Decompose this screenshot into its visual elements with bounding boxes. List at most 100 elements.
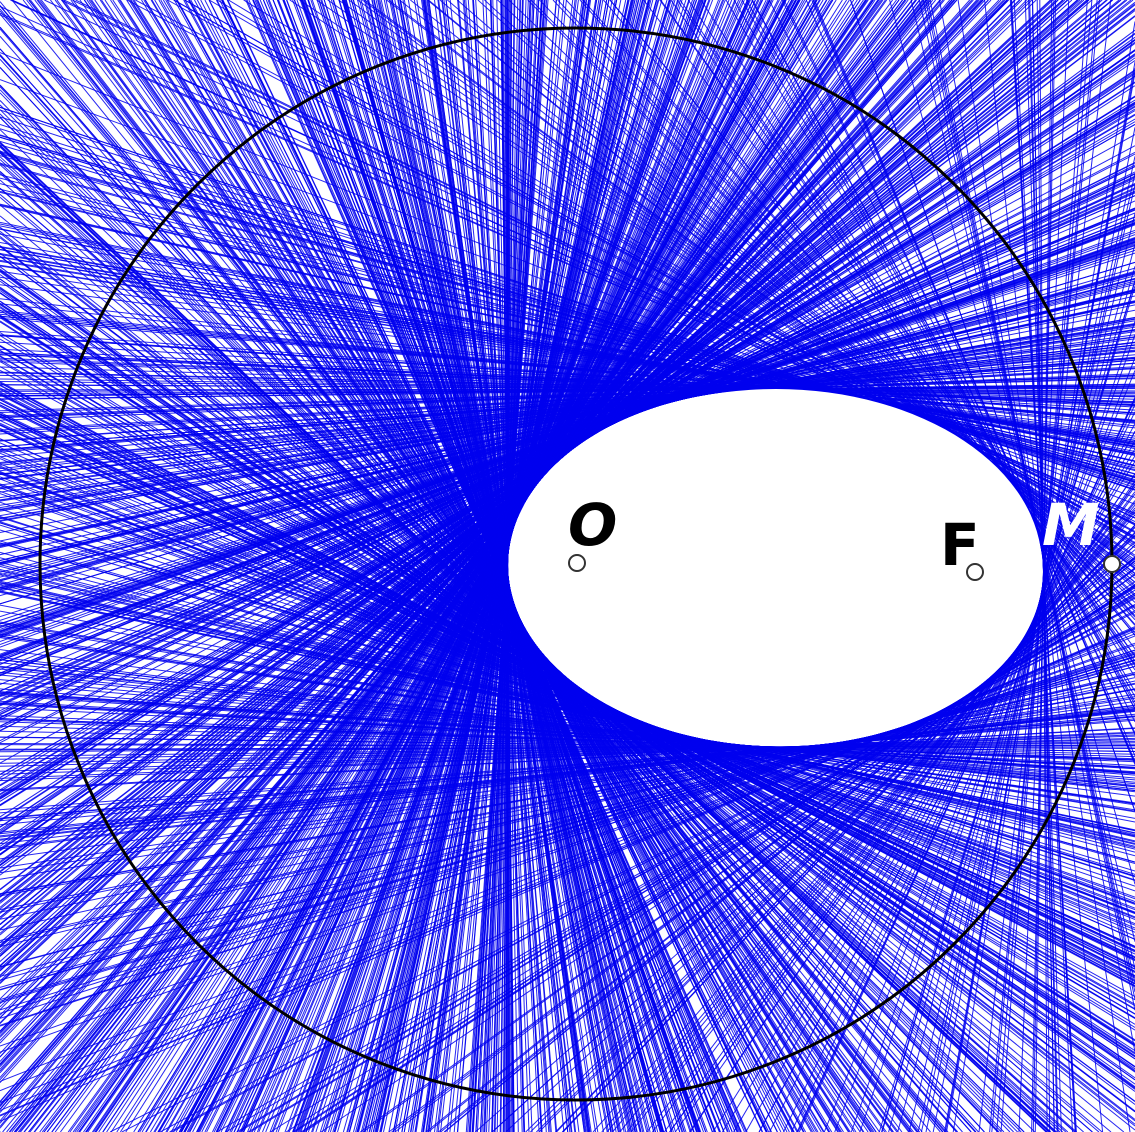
bisector-line	[0, 54, 977, 1132]
bisector-line	[0, 272, 1135, 590]
bisector-line	[362, 573, 1135, 1132]
bisector-line	[0, 104, 1135, 797]
bisector-line	[0, 710, 1135, 835]
bisector-line	[0, 663, 1135, 977]
bisector-line	[0, 109, 1135, 490]
bisector-line	[0, 665, 1135, 788]
bisector-line	[0, 529, 1135, 872]
bisector-line	[385, 0, 625, 1132]
bisector-line	[196, 0, 787, 1132]
bisector-line	[0, 307, 1135, 1054]
bisector-line	[0, 357, 1135, 451]
bisector-line	[327, 0, 1135, 563]
bisector-line	[0, 385, 1135, 397]
bisector-line	[0, 388, 1135, 391]
bisector-line	[0, 35, 963, 1132]
bisector-line	[0, 177, 1135, 714]
bisector-line	[0, 238, 1135, 636]
bisector-line	[944, 67, 1135, 1132]
bisector-line	[0, 572, 1135, 843]
bisector-line	[0, 381, 1135, 988]
bisector-line	[0, 298, 1135, 429]
bisector-line	[0, 693, 1135, 773]
bisector-line	[0, 630, 1135, 1104]
bisector-line	[0, 234, 1135, 642]
bisector-line	[609, 0, 1135, 636]
bisector-line	[0, 366, 1135, 400]
bisector-line	[0, 216, 1135, 665]
bisector-line	[0, 265, 1135, 441]
point-f-marker[interactable]	[966, 563, 984, 581]
bisector-line	[0, 220, 1135, 660]
bisector-line	[133, 0, 837, 1132]
bisector-line	[0, 371, 1135, 398]
bisector-line	[0, 716, 1135, 820]
bisector-line	[0, 696, 1135, 874]
bisector-line	[474, 549, 1135, 1132]
bisector-line	[0, 662, 1135, 790]
bisector-line	[0, 300, 1135, 547]
bisector-line	[225, 596, 1135, 1132]
bisector-line	[0, 28, 959, 1132]
bisector-line	[0, 737, 1135, 767]
bisector-line	[823, 370, 1135, 1132]
bisector-line	[0, 284, 1135, 434]
bisector-line	[63, 0, 893, 1132]
bisector-line	[925, 156, 1135, 1132]
bisector-line	[353, 0, 655, 1132]
point-o-marker[interactable]	[568, 554, 586, 572]
bisector-line	[745, 440, 1135, 1132]
bisector-line	[39, 0, 909, 1132]
bisector-line	[0, 259, 1135, 443]
bisector-line	[166, 0, 812, 1132]
bisector-line	[28, 0, 917, 1132]
bisector-line	[0, 700, 1135, 770]
bisector-line	[1000, 0, 1088, 1132]
bisector-line	[700, 0, 1135, 678]
point-f-label: F	[940, 511, 980, 579]
bisector-line	[0, 378, 1135, 395]
point-m-label: M	[1042, 491, 1100, 559]
bisector-line	[0, 621, 1135, 813]
bisector-line	[805, 0, 1135, 757]
bisector-line	[426, 0, 587, 1132]
bisector-line	[477, 0, 1135, 595]
bisector-line	[118, 0, 850, 1132]
bisector-line	[0, 323, 1135, 512]
bisector-line	[0, 697, 1135, 869]
point-m-marker[interactable]	[1103, 555, 1121, 573]
bisector-line	[0, 412, 1135, 962]
bisector-line	[538, 532, 1135, 1132]
bisector-line	[689, 473, 1135, 1132]
bisector-line	[110, 0, 855, 1132]
bisector-line	[908, 213, 1135, 1132]
bisector-line	[0, 249, 1135, 621]
bisector-line	[230, 0, 759, 1132]
bisector-line	[228, 0, 1135, 546]
bisector-line	[133, 0, 839, 1132]
bisector-line	[0, 0, 1064, 971]
bisector-line	[669, 483, 1135, 1132]
bisector-line	[87, 0, 873, 1132]
bisector-line	[0, 652, 1135, 1014]
bisector-line	[0, 75, 1135, 828]
bisector-line	[0, 704, 1135, 850]
bisector-line	[0, 278, 1135, 582]
bisector-line	[301, 0, 700, 1132]
bisector-line	[497, 0, 1135, 600]
bisector-line	[184, 0, 796, 1132]
bisector-line	[0, 118, 1135, 781]
bisector-line	[505, 541, 1135, 1132]
bisector-line	[293, 0, 706, 1132]
bisector-line	[0, 665, 1135, 968]
bisector-line	[0, 318, 1135, 520]
bisector-line	[144, 0, 830, 1132]
bisector-line	[663, 486, 1135, 1132]
bisector-line	[328, 0, 676, 1132]
bisector-line	[769, 423, 1135, 1132]
bisector-line	[375, 0, 634, 1132]
bisector-line	[0, 374, 1135, 396]
bisector-line	[318, 0, 685, 1132]
bisector-line	[741, 0, 1135, 703]
